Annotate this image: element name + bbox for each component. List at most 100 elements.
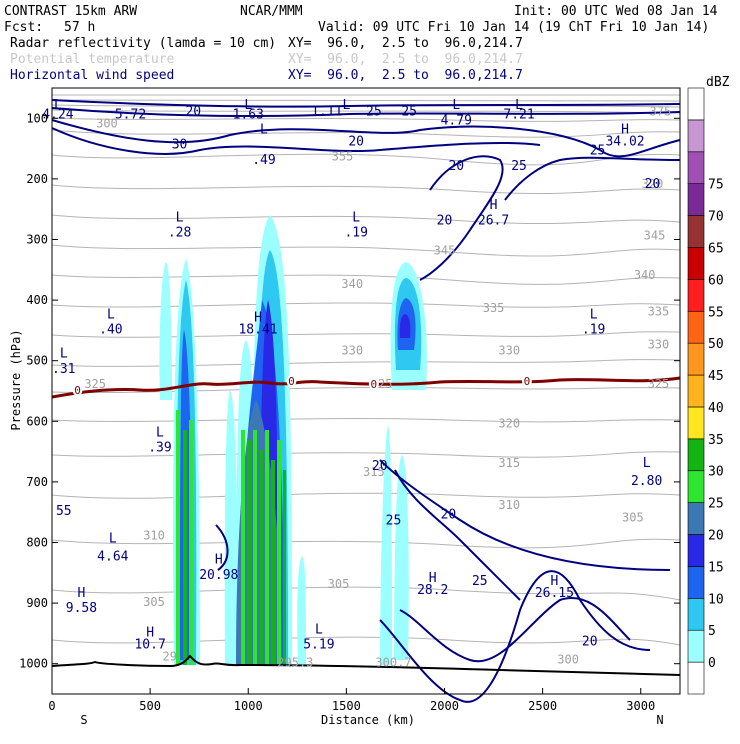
colorbar-level-label: 20 [708, 529, 724, 544]
x-tick-label: 2500 [528, 699, 557, 713]
wind-contour [51, 107, 681, 117]
wind-label: L [643, 456, 651, 471]
wind-label: 28.2 [417, 583, 448, 598]
colorbar-swatch [687, 183, 705, 216]
wind-label: 30 [172, 138, 188, 153]
y-tick-label: 400 [26, 293, 48, 307]
theta-label: 305 [622, 510, 644, 524]
tropopause-label: 0 [371, 378, 378, 391]
y-tick-label: 700 [26, 475, 48, 489]
core-band [265, 430, 269, 665]
model-title: CONTRAST 15km ARW [4, 4, 137, 19]
colorbar-swatch [687, 374, 705, 408]
theta-label: 355 [332, 150, 354, 164]
colorbar-level-label: 10 [708, 592, 724, 607]
x-tick-label: 1500 [332, 699, 361, 713]
wind-label: 34.02 [605, 135, 644, 150]
wind-label: .49 [252, 153, 275, 168]
field-xy-theta: XY= 96.0, 2.5 to 96.0,214.7 [288, 52, 523, 67]
wind-label: H [621, 122, 629, 137]
colorbar-level-label: 35 [708, 433, 724, 448]
x-tick-label: 0 [48, 699, 55, 713]
wind-label: H [490, 198, 498, 213]
theta-label: 340 [634, 268, 656, 282]
wind-label: 1.63 [233, 107, 264, 122]
wind-label: 4.64 [97, 550, 128, 565]
wind-label: 26.15 [535, 586, 574, 601]
theta-contour [51, 331, 681, 338]
colorbar-swatch [687, 438, 705, 472]
colorbar-swatch [687, 566, 705, 599]
y-tick-label: 1000 [19, 657, 48, 671]
wind-label: L [452, 98, 460, 113]
core-band [241, 430, 245, 665]
wind-label: 20 [448, 159, 464, 174]
theta-label: 315 [363, 465, 385, 479]
colorbar-swatch [687, 629, 705, 663]
y-tick-label: 600 [26, 414, 48, 428]
core-band [189, 420, 193, 665]
valid-time: Valid: 09 UTC Fri 10 Jan 14 (19 ChT Fri … [318, 20, 709, 35]
wind-label: 4.79 [441, 113, 472, 128]
org-label: NCAR/MMM [240, 4, 303, 19]
wind-label: L [515, 98, 523, 113]
plot-frame [51, 87, 681, 695]
convective-cores [176, 410, 286, 665]
init-time: Init: 00 UTC Wed 08 Jan 14 [514, 4, 718, 19]
wind-label: 9.58 [66, 601, 97, 616]
theta-contour [51, 184, 681, 195]
field-name-theta: Potential temperature [10, 52, 175, 67]
wind-label: .19 [582, 322, 605, 337]
colorbar-swatch [687, 247, 705, 280]
tropopause-line [51, 376, 681, 399]
wind-contour [215, 524, 229, 571]
wind-label: L [60, 347, 68, 362]
wind-label: 5.19 [303, 638, 334, 653]
theta-contour [51, 274, 681, 285]
wind-label: L [109, 532, 117, 547]
theta-contour [51, 451, 681, 458]
wind-contour [379, 459, 671, 571]
colorbar: 0 5 10 15 20 25 30 35 40 45 50 55 60 65 70 75 dBZ [687, 75, 730, 695]
colorbar-swatch [687, 87, 705, 121]
theta-label: 305 [328, 577, 350, 591]
theta-contour [51, 214, 681, 225]
x-tick-label: 3000 [626, 699, 655, 713]
colorbar-swatch [687, 598, 705, 631]
terrain-line [51, 654, 681, 676]
theta-label: 300 [96, 116, 118, 130]
colorbar-swatch [687, 310, 705, 344]
echo-cell [159, 262, 172, 400]
colorbar-swatch [687, 279, 705, 312]
wind-speed-contours [51, 99, 681, 703]
colorbar-swatch [687, 342, 705, 376]
wind-label: 20.98 [199, 568, 238, 583]
wind-label: 26.7 [478, 213, 509, 228]
core-band [183, 430, 187, 665]
colorbar-level-label: 55 [708, 305, 724, 320]
y-tick-label: 100 [26, 111, 48, 125]
colorbar-level-label: 0 [708, 656, 716, 671]
tropopause-label-bg [72, 384, 83, 397]
core-band [277, 440, 281, 665]
x-end-label-south: S [80, 713, 87, 727]
field-xy-wind: XY= 96.0, 2.5 to 96.0,214.7 [288, 68, 523, 83]
theta-contours [51, 94, 681, 646]
y-tick-label: 800 [26, 536, 48, 550]
wind-contour [51, 99, 681, 108]
colorbar-level-label: 65 [708, 241, 724, 256]
colorbar-level-label: 45 [708, 369, 724, 384]
wind-label: 20 [582, 635, 598, 650]
wind-label: 20 [185, 104, 201, 119]
wind-label: H [78, 586, 86, 601]
wind-label: 1.11 [311, 104, 342, 119]
wind-label: 25 [401, 104, 417, 119]
theta-label: 310 [143, 528, 165, 542]
theta-contour [51, 244, 681, 257]
y-tick-label: 300 [26, 233, 48, 247]
echo-cell [399, 314, 411, 338]
tropopause-label: 0 [288, 375, 295, 388]
colorbar-swatch [687, 470, 705, 503]
